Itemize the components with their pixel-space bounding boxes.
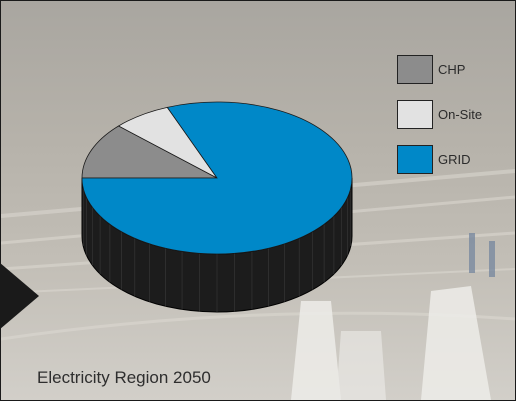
legend-label-chp: CHP: [438, 62, 466, 77]
legend-swatch-grid: [397, 145, 433, 174]
legend-swatch-chp: [397, 55, 433, 84]
legend-item-grid: GRID: [397, 145, 507, 176]
legend-item-on-site: On-Site: [397, 100, 507, 131]
pie-side-lines: [82, 187, 352, 312]
background-laundry: [291, 286, 491, 400]
arrow-right-icon: [1, 263, 39, 329]
legend-swatch-on-site: [397, 100, 433, 129]
pie-slice-grid: [81, 101, 353, 255]
legend: CHP On-Site GRID: [397, 55, 507, 190]
chart-title: Electricity Region 2050: [37, 368, 211, 387]
background-clothespins: [469, 233, 495, 277]
pie-slice-chp: [81, 125, 218, 179]
legend-item-chp: CHP: [397, 55, 507, 86]
legend-label-on-site: On-Site: [438, 107, 483, 122]
legend-label-grid: GRID: [438, 152, 471, 167]
